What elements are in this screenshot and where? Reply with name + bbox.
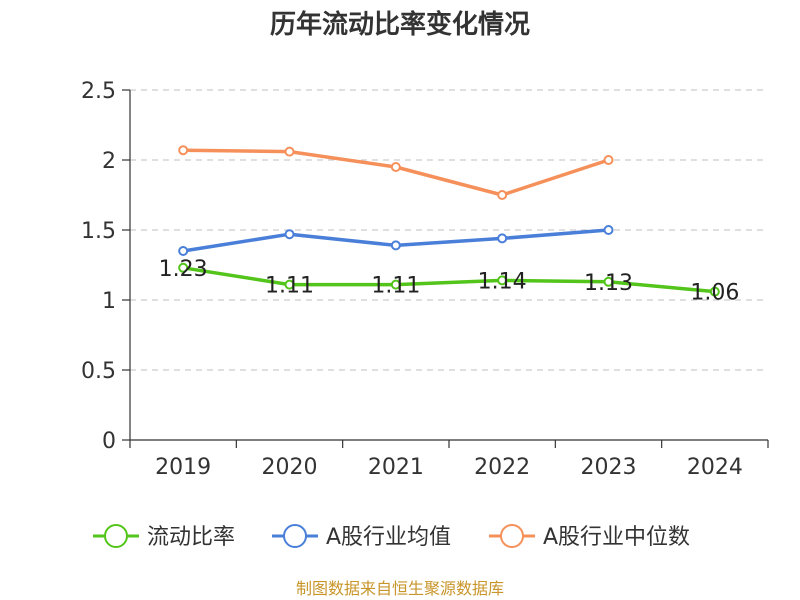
data-point[interactable] xyxy=(497,190,508,200)
data-point[interactable] xyxy=(603,276,614,287)
legend-marker xyxy=(104,524,128,548)
data-point[interactable] xyxy=(603,225,614,235)
data-point[interactable] xyxy=(390,240,401,251)
data-point[interactable] xyxy=(178,145,189,156)
x-tick-label: 2024 xyxy=(687,455,743,480)
x-tick-label: 2020 xyxy=(262,455,318,480)
data-point[interactable] xyxy=(284,229,295,240)
data-point[interactable] xyxy=(709,286,720,297)
legend-item[interactable]: A股行业均值 xyxy=(272,524,451,550)
x-tick-label: 2022 xyxy=(474,455,530,480)
data-point[interactable] xyxy=(390,162,401,172)
y-tick-label: 1 xyxy=(102,289,116,314)
data-label: 1.23 xyxy=(159,257,208,282)
data-labels: 1.23 1.11 1.11 1.14 1.13 1.06 xyxy=(159,257,740,306)
y-tick-label: 0.5 xyxy=(81,359,116,384)
series-line xyxy=(182,266,715,294)
x-tick-label: 2021 xyxy=(368,455,424,480)
data-point[interactable] xyxy=(497,275,508,286)
series-line xyxy=(183,148,610,197)
legend-label: A股行业均值 xyxy=(326,525,451,550)
data-point[interactable] xyxy=(178,262,189,273)
y-tick-label: 2.5 xyxy=(81,79,116,104)
data-label: 1.06 xyxy=(690,281,739,306)
legend-label: A股行业中位数 xyxy=(543,525,690,550)
data-point[interactable] xyxy=(284,146,295,157)
data-point[interactable] xyxy=(284,279,295,290)
legend[interactable]: 流动比率 A股行业均值 A股行业中位数 xyxy=(93,524,690,550)
y-tick-label: 1.5 xyxy=(81,219,116,244)
legend-item[interactable]: 流动比率 xyxy=(93,524,235,550)
grid xyxy=(130,89,768,371)
series-layer xyxy=(178,145,720,297)
data-label: 1.13 xyxy=(584,271,633,296)
legend-marker xyxy=(500,524,524,548)
data-label: 1.11 xyxy=(265,274,314,299)
x-tick-label: 2019 xyxy=(155,455,211,480)
data-point[interactable] xyxy=(390,279,401,290)
data-point[interactable] xyxy=(497,233,508,244)
legend-item[interactable]: A股行业中位数 xyxy=(489,524,690,550)
legend-label: 流动比率 xyxy=(147,525,235,550)
source-note: 制图数据来自恒生聚源数据库 xyxy=(296,579,504,598)
data-point[interactable] xyxy=(178,246,189,256)
data-label: 1.14 xyxy=(478,269,527,294)
legend-marker xyxy=(283,524,307,548)
data-label: 1.11 xyxy=(371,274,420,299)
axes: 0 0.5 1 1.5 2 2.5 2019 2020 2021 2022 2023 2024 xyxy=(81,79,769,480)
y-tick-label: 0 xyxy=(102,429,116,454)
x-tick-label: 2023 xyxy=(581,455,637,480)
data-point[interactable] xyxy=(603,155,614,165)
chart-title: 历年流动比率变化情况 xyxy=(270,9,530,40)
y-tick-label: 2 xyxy=(102,149,116,174)
